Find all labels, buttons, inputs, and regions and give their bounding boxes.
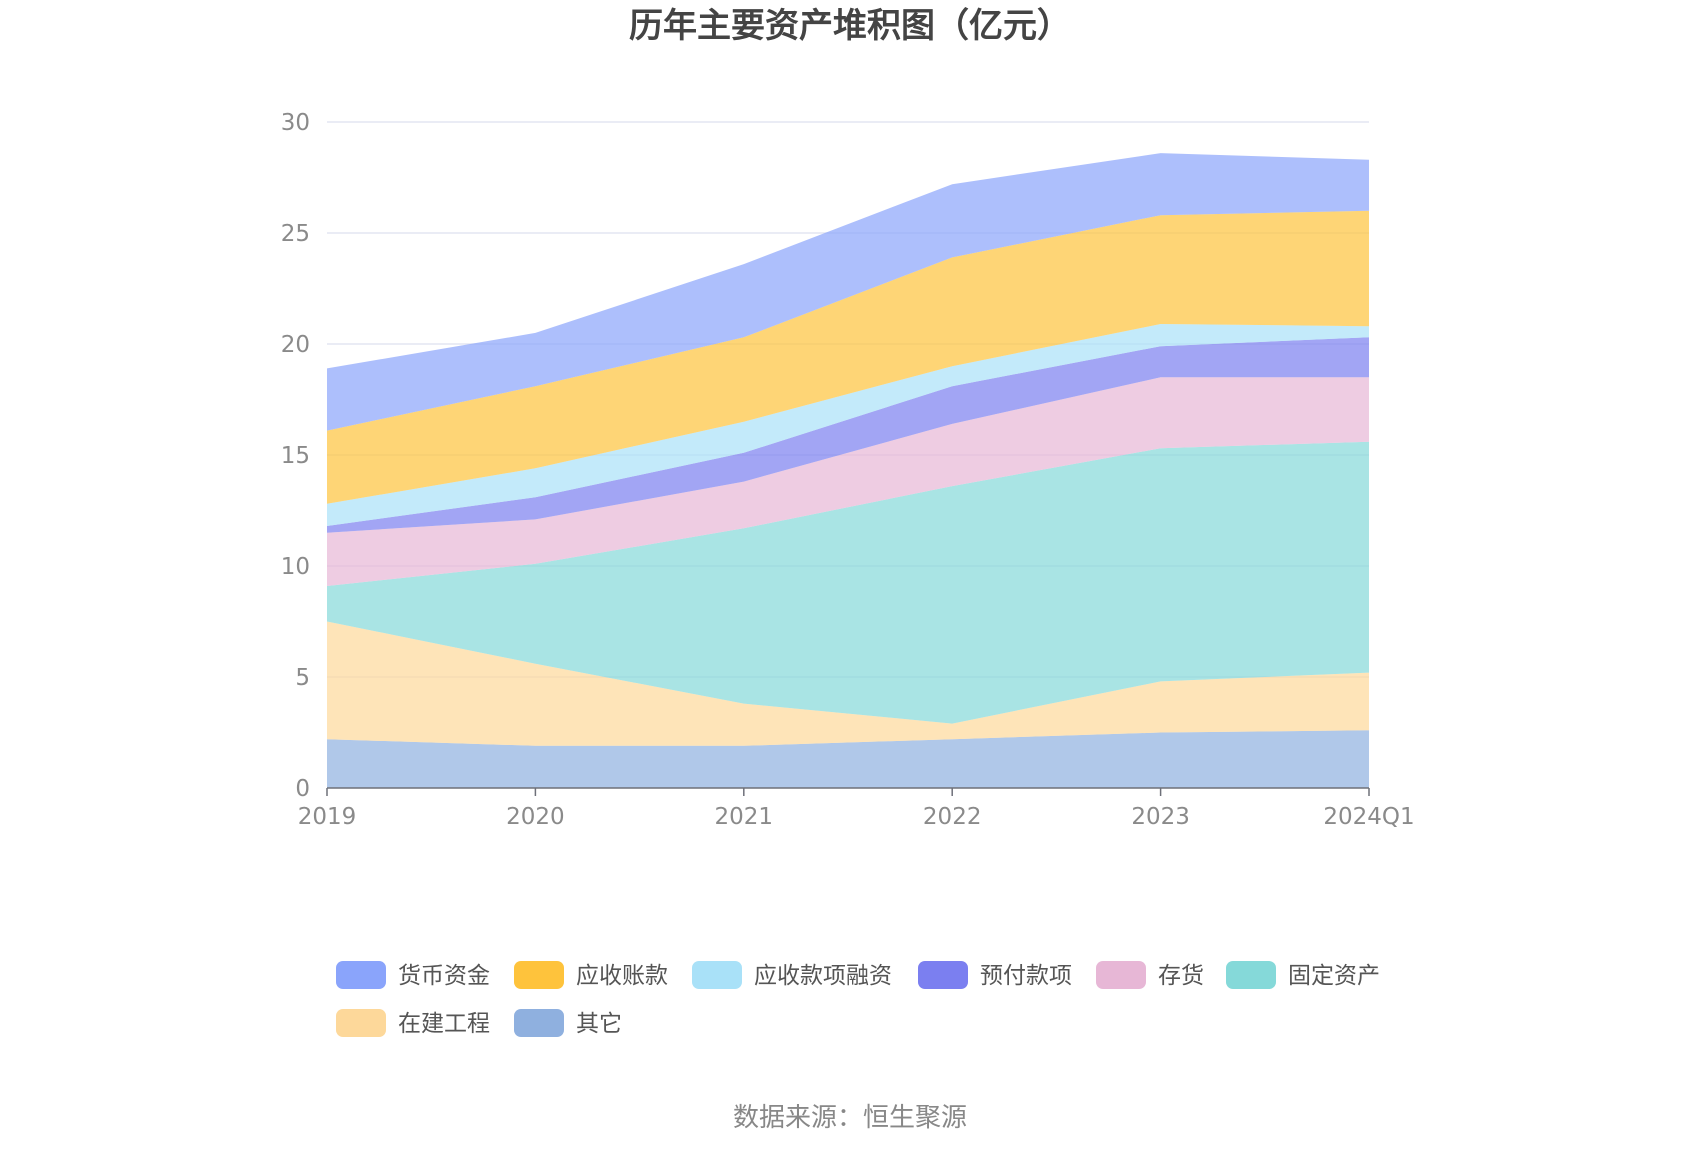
x-tick-label: 2022 <box>923 804 982 830</box>
legend-item[interactable]: 货币资金 <box>336 961 490 989</box>
chart-title: 历年主要资产堆积图（亿元） <box>629 6 1071 46</box>
legend-label: 固定资产 <box>1288 963 1380 989</box>
area-series-1 <box>327 730 1369 788</box>
area-series-7 <box>327 210 1369 504</box>
y-tick-label: 0 <box>295 776 310 802</box>
axes: 2019 2020 2021 2022 2023 2024Q1 <box>298 787 1415 830</box>
legend-item[interactable]: 在建工程 <box>336 1009 490 1037</box>
legend-item[interactable]: 应收账款 <box>514 961 668 989</box>
legend-swatch <box>514 961 564 989</box>
legend-label: 存货 <box>1158 963 1204 989</box>
legend-swatch <box>1096 961 1146 989</box>
legend-item[interactable]: 应收款项融资 <box>692 961 892 989</box>
y-tick-label: 10 <box>281 554 310 580</box>
legend-item[interactable]: 存货 <box>1096 961 1204 989</box>
area-series-2 <box>327 621 1369 746</box>
area-series <box>327 153 1369 788</box>
area-series-5 <box>327 337 1369 533</box>
y-tick-label: 30 <box>281 110 310 136</box>
legend-item[interactable]: 其它 <box>514 1009 622 1037</box>
y-tick-label: 20 <box>281 332 310 358</box>
legend-item[interactable]: 固定资产 <box>1226 961 1380 989</box>
x-tick-label: 2024Q1 <box>1323 804 1414 830</box>
legend-label: 应收账款 <box>576 963 668 989</box>
legend-item[interactable]: 预付款项 <box>918 961 1072 989</box>
source-note: 数据来源：恒生聚源 <box>733 1103 967 1133</box>
x-tick-label: 2019 <box>298 804 357 830</box>
y-tick-label: 5 <box>295 665 310 691</box>
area-series-4 <box>327 377 1369 586</box>
legend-swatch <box>918 961 968 989</box>
y-tick-label: 15 <box>281 443 310 469</box>
legend-swatch <box>1226 961 1276 989</box>
legend-swatch <box>514 1009 564 1037</box>
legend-swatch <box>336 1009 386 1037</box>
x-tick-label: 2021 <box>715 804 774 830</box>
legend-label: 在建工程 <box>398 1011 490 1037</box>
legend-swatch <box>336 961 386 989</box>
legend-label: 预付款项 <box>980 963 1072 989</box>
legend-label: 其它 <box>576 1011 622 1037</box>
legend-label: 应收款项融资 <box>754 963 892 989</box>
legend-label: 货币资金 <box>398 963 490 989</box>
x-tick-label: 2023 <box>1131 804 1190 830</box>
area-series-8 <box>327 153 1369 431</box>
area-series-3 <box>327 441 1369 724</box>
legend-swatch <box>692 961 742 989</box>
y-tick-label: 25 <box>281 221 310 247</box>
area-series-6 <box>327 324 1369 526</box>
x-tick-label: 2020 <box>506 804 565 830</box>
